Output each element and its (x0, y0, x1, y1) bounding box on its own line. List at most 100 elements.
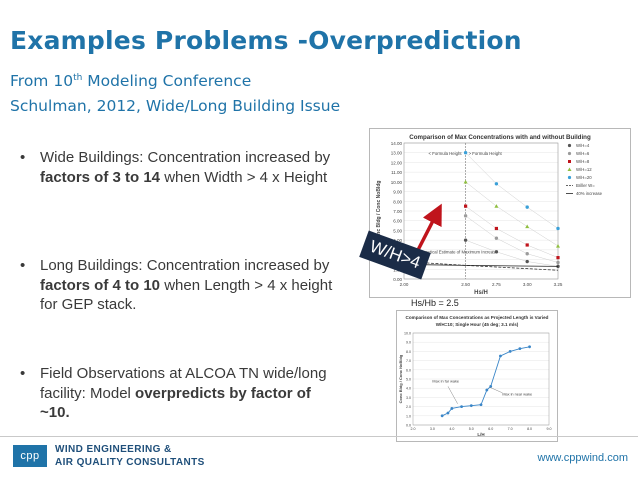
y-tick-label: 1.0 (406, 414, 411, 418)
legend-entry: 40% increase (576, 191, 603, 196)
x-tick-label: 2.75 (492, 282, 501, 287)
y-tick-label: 14.00 (391, 141, 403, 146)
y-tick-label: 6.00 (393, 219, 402, 224)
y-tick-label: 9.0 (406, 341, 411, 345)
x-tick-label: 7.0 (508, 427, 513, 431)
chart-long-building-svg: Comparison of Max Concentrations as Proj… (398, 315, 552, 437)
legend-swatch (568, 160, 571, 163)
bullet-text-pre: Wide Buildings: Concentration increased … (40, 149, 331, 166)
x-tick-label: 2.00 (400, 282, 409, 287)
chart-long-building: Comparison of Max Concentrations as Proj… (396, 310, 558, 442)
x-tick-label: 3.00 (523, 282, 532, 287)
legend-entry: W/H=8 (576, 159, 590, 164)
data-point (525, 205, 529, 209)
x-tick-label: 3.25 (554, 282, 563, 287)
data-point (494, 226, 498, 231)
bullet-text-bold: factors of 4 to 10 (40, 276, 161, 294)
data-point (494, 236, 499, 240)
data-point (485, 388, 489, 392)
bullet-long-buildings: • Long Buildings: Concentration increase… (20, 256, 340, 315)
data-point (450, 407, 454, 410)
data-point (440, 414, 444, 418)
x-tick-label: 5.0 (469, 427, 474, 431)
series-trend (465, 239, 559, 267)
company-name-line1: WIND ENGINEERING & (55, 444, 172, 455)
data-point (463, 238, 468, 242)
bullet-text-pre: Long Buildings: Concentration increased … (40, 257, 330, 274)
data-point (494, 204, 499, 208)
bullet-field-observations: • Field Observations at ALCOA TN wide/lo… (20, 364, 340, 423)
data-point (460, 405, 463, 408)
x-tick-label: 2.0 (411, 427, 416, 431)
y-tick-label: 13.00 (391, 151, 403, 156)
data-point (494, 250, 499, 254)
annotation-near-wake: Max in near wake (502, 393, 532, 397)
bullet-text-post: when Length > 4 x height for GEP stack. (40, 276, 333, 314)
y-tick-label: 0.00 (393, 277, 402, 282)
bullet-dot: • (20, 365, 26, 382)
series-trend (465, 215, 559, 263)
y-tick-label: 7.00 (393, 209, 402, 214)
data-point (556, 260, 560, 265)
company-name-line2: AIR QUALITY CONSULTANTS (55, 457, 205, 468)
data-point (499, 354, 502, 358)
legend-entry: W/H=6 (576, 151, 590, 156)
data-point (463, 151, 468, 155)
y-tick-label: 10.0 (404, 332, 411, 336)
legend-swatch (567, 167, 572, 171)
legend-entry: W/H=12 (576, 167, 592, 172)
x-axis-label: L/H (477, 432, 484, 437)
x-tick-label: 2.50 (461, 282, 470, 287)
y-tick-label: 11.00 (391, 170, 402, 175)
data-point (463, 179, 468, 184)
data-point (525, 259, 529, 264)
data-point (446, 411, 450, 415)
y-tick-label: 2.0 (406, 405, 411, 409)
y-tick-label: 0.0 (406, 424, 411, 428)
slide-title: Examples Problems -Overprediction (10, 26, 522, 55)
company-url[interactable]: www.cppwind.com (537, 452, 628, 464)
bullet-text-post: when Width > 4 x Height (160, 168, 328, 186)
bullet-text-bold: factors of 3 to 14 (40, 168, 161, 186)
data-point (464, 204, 468, 208)
bullet-text: Field Observations at ALCOA TN wide/long… (40, 364, 340, 423)
series-trend (465, 152, 559, 229)
data-point (525, 252, 529, 256)
chart-title: Comparison of Max Concentrations with an… (409, 134, 591, 141)
y-tick-label: 10.00 (391, 180, 403, 185)
legend-swatch (567, 151, 572, 156)
bullet-text-bold: overpredicts by factor of ~10. (40, 384, 311, 422)
annotation-leader (489, 387, 503, 393)
x-tick-label: 6.0 (488, 427, 493, 431)
data-point (469, 404, 473, 408)
y-tick-label: 6.0 (406, 368, 411, 372)
data-point (489, 384, 493, 388)
red-arrow (416, 203, 442, 251)
bullet-text-pre: Field Observations at ALCOA TN wide/long… (40, 365, 327, 402)
y-tick-label: 9.00 (393, 190, 402, 195)
subtitle-conference-post: Modeling Conference (82, 72, 252, 90)
x-axis-label: Hs/H (474, 290, 488, 296)
x-tick-label: 4.0 (449, 427, 454, 431)
legend-entry: W/H=4 (576, 143, 590, 148)
data-point (525, 243, 529, 247)
legend-swatch (567, 143, 572, 148)
legend-entry: W/H=20 (576, 175, 592, 180)
cpp-logo: cpp (13, 445, 47, 467)
y-tick-label: 12.00 (391, 160, 403, 165)
subtitle-conference-pre: From 10 (10, 72, 74, 90)
subtitle-conference: From 10th Modeling Conference (10, 72, 251, 90)
data-point (556, 226, 560, 231)
data-point (556, 243, 560, 248)
x-tick-label: 3.0 (430, 427, 435, 431)
y-tick-label: 7.0 (406, 359, 411, 363)
data-point (518, 347, 522, 351)
bullet-wide-buildings: • Wide Buildings: Concentration increase… (20, 148, 340, 187)
series-trend (465, 181, 559, 247)
y-tick-label: 3.0 (406, 396, 411, 400)
hs-hb-label: Hs/Hb = 2.5 (411, 298, 459, 308)
x-tick-label: 9.0 (547, 427, 552, 431)
bullet-text: Long Buildings: Concentration increased … (40, 256, 340, 315)
